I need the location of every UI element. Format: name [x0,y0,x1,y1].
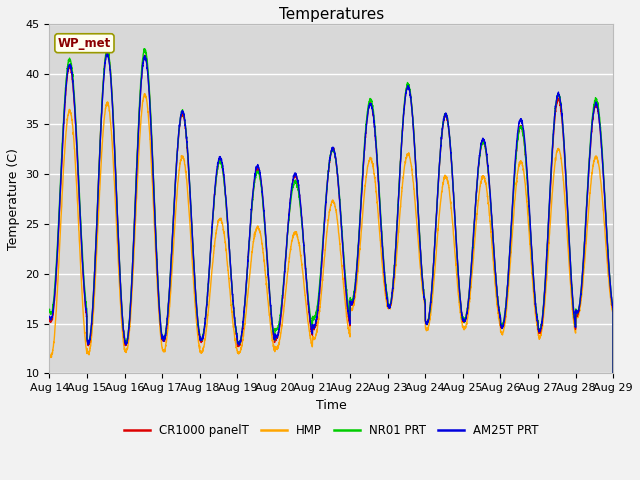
CR1000 panelT [396,163,404,169]
CR1000 panelT [203,300,211,306]
Title: Temperatures: Temperatures [278,7,384,22]
CR1000 panelT [45,314,53,320]
AM25T PRT [609,470,617,476]
CR1000 panelT [556,99,564,105]
Line: HMP: HMP [49,94,613,474]
HMP [396,207,404,213]
HMP [387,304,394,310]
NR01 PRT [556,94,564,100]
Legend: CR1000 panelT, HMP, NR01 PRT, AM25T PRT: CR1000 panelT, HMP, NR01 PRT, AM25T PRT [119,420,544,442]
HMP [45,350,53,356]
HMP [141,91,148,96]
AM25T PRT [203,300,211,305]
NR01 PRT [103,46,111,51]
Text: WP_met: WP_met [58,36,111,50]
CR1000 panelT [387,303,394,309]
Y-axis label: Temperature (C): Temperature (C) [7,148,20,250]
HMP [556,149,564,155]
AM25T PRT [609,304,617,310]
AM25T PRT [556,95,564,101]
NR01 PRT [45,307,53,312]
CR1000 panelT [609,469,617,475]
AM25T PRT [387,302,394,308]
NR01 PRT [609,306,617,312]
AM25T PRT [166,274,174,280]
HMP [203,322,211,327]
HMP [166,293,174,299]
Line: CR1000 panelT: CR1000 panelT [49,51,613,472]
AM25T PRT [104,50,111,56]
X-axis label: Time: Time [316,399,347,412]
NR01 PRT [203,299,211,305]
CR1000 panelT [609,309,617,314]
AM25T PRT [45,314,53,320]
NR01 PRT [166,272,174,278]
CR1000 panelT [104,48,111,54]
NR01 PRT [387,300,394,306]
AM25T PRT [396,162,404,168]
CR1000 panelT [166,275,174,281]
NR01 PRT [396,159,404,165]
Line: NR01 PRT: NR01 PRT [49,48,613,473]
NR01 PRT [609,470,617,476]
HMP [609,311,617,316]
Line: AM25T PRT: AM25T PRT [49,53,613,473]
HMP [609,471,617,477]
